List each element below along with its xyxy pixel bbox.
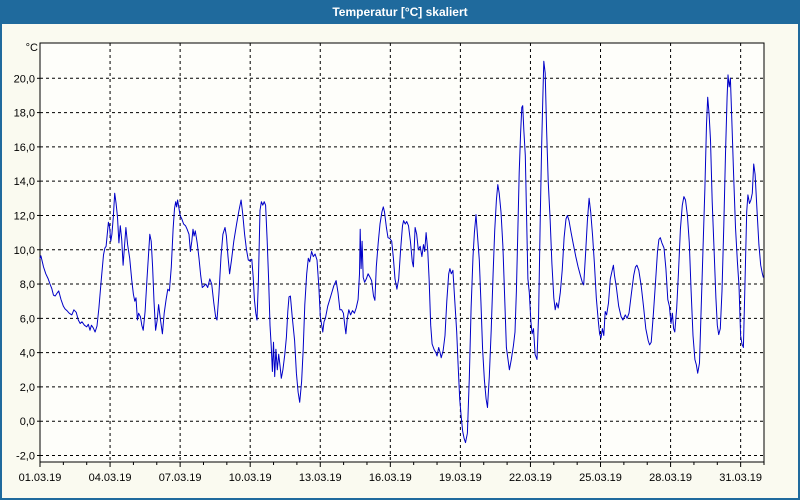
x-tick-label: 22.03.19 xyxy=(509,472,552,484)
y-tick-label: 6,0 xyxy=(20,313,35,325)
x-tick-label: 31.03.19 xyxy=(719,472,762,484)
y-tick-label: 14,0 xyxy=(14,176,35,188)
x-tick-label: 01.03.19 xyxy=(19,472,62,484)
x-tick-label: 07.03.19 xyxy=(159,472,202,484)
title-bar[interactable]: Temperatur [°C] skaliert xyxy=(2,2,798,24)
y-axis-unit-label: °C xyxy=(26,42,38,54)
y-tick-label: 18,0 xyxy=(14,108,35,120)
chart-area: 20,0 18,0 16,0 14,0 12,0 10,0 8,0 6,0 4,0 2,0 0,0 -… xyxy=(2,24,798,498)
x-tick-label: 04.03.19 xyxy=(89,472,132,484)
temperature-line xyxy=(39,60,764,444)
x-tick-label: 13.03.19 xyxy=(299,472,342,484)
y-tick-label: 0,0 xyxy=(20,416,35,428)
temperature-chart: 20,0 18,0 16,0 14,0 12,0 10,0 8,0 6,0 4,0 2,0 0,0 -… xyxy=(14,42,765,484)
y-tick-label: 10,0 xyxy=(14,245,35,257)
x-tick-label: 16.03.19 xyxy=(369,472,412,484)
window-title: Temperatur [°C] skaliert xyxy=(332,5,468,19)
x-tick-label: 28.03.19 xyxy=(649,472,692,484)
y-tick-label: 12,0 xyxy=(14,210,35,222)
y-tick-label: 8,0 xyxy=(20,279,35,291)
x-tick-label: 10.03.19 xyxy=(229,472,272,484)
y-tick-label: 2,0 xyxy=(20,382,35,394)
y-tick-label: 16,0 xyxy=(14,142,35,154)
y-tick-label: 4,0 xyxy=(20,348,35,360)
y-tick-label: 20,0 xyxy=(14,73,35,85)
y-tick-label: -2,0 xyxy=(16,450,35,462)
x-tick-label: 19.03.19 xyxy=(439,472,482,484)
x-tick-label: 25.03.19 xyxy=(579,472,622,484)
